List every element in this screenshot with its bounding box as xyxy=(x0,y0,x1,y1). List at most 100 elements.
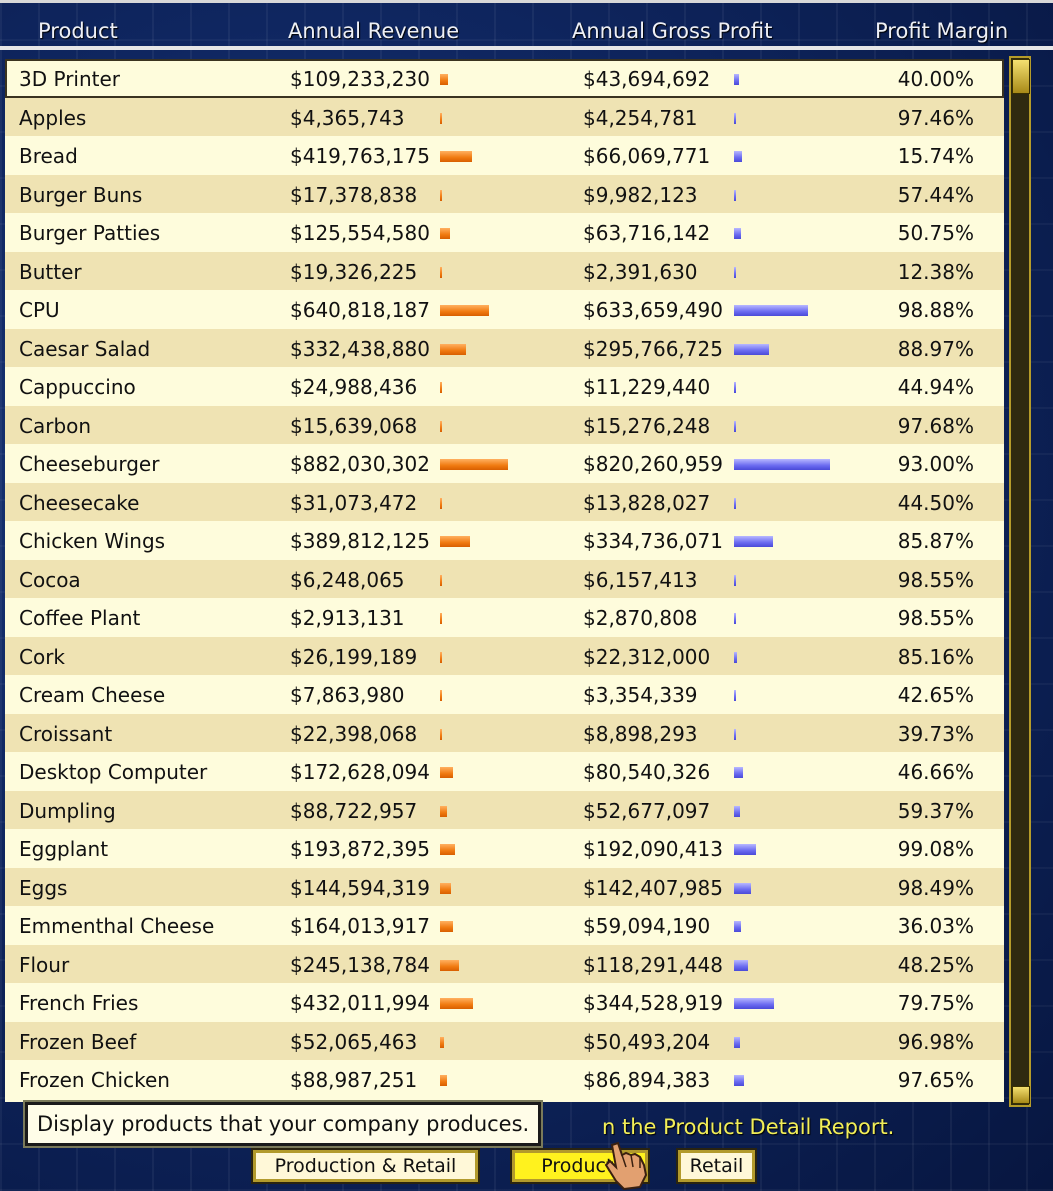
annual-gross-profit: $63,716,142 xyxy=(583,221,711,245)
revenue-bar xyxy=(440,921,453,932)
product-name: Burger Patties xyxy=(19,221,161,245)
gross-profit-bar xyxy=(734,1075,745,1086)
revenue-bar xyxy=(440,728,442,740)
profit-margin: 97.65% xyxy=(897,1068,974,1092)
annual-revenue: $7,863,980 xyxy=(290,683,405,707)
table-row[interactable]: Cappuccino $24,988,436 $11,229,440 44.94% xyxy=(5,367,1004,406)
product-name: Chicken Wings xyxy=(19,529,166,553)
product-name: Apples xyxy=(19,105,87,130)
product-name: Bread xyxy=(19,144,78,168)
annual-revenue: $144,594,319 xyxy=(290,875,430,900)
annual-gross-profit: $2,391,630 xyxy=(583,259,698,284)
table-row[interactable]: Flour $245,138,784 $118,291,448 48.25% xyxy=(5,944,1004,983)
vertical-scrollbar[interactable] xyxy=(1009,56,1031,1107)
revenue-bar xyxy=(440,959,459,971)
tooltip: Display products that your company produ… xyxy=(22,1100,544,1148)
gross-profit-bar xyxy=(734,459,830,470)
header-annual-gross-profit[interactable]: Annual Gross Profit xyxy=(572,19,773,43)
annual-revenue: $109,233,230 xyxy=(290,67,430,91)
annual-revenue: $193,872,395 xyxy=(290,837,430,861)
revenue-bar xyxy=(440,343,466,355)
table-row[interactable]: Chicken Wings $389,812,125 $334,736,071 85.… xyxy=(5,521,1004,560)
table-row[interactable]: Bread $419,763,175 $66,069,771 15.74% xyxy=(5,136,1004,175)
profit-margin: 98.88% xyxy=(897,298,974,322)
annual-revenue: $432,011,994 xyxy=(290,991,430,1015)
table-row[interactable]: Burger Patties $125,554,580 $63,716,142 50.… xyxy=(5,213,1004,252)
product-name: Flour xyxy=(19,952,70,977)
product-name: 3D Printer xyxy=(19,67,121,91)
table-row[interactable]: 3D Printer $109,233,230 $43,694,692 40.00% xyxy=(5,59,1004,98)
scroll-thumb[interactable] xyxy=(1012,59,1030,94)
table-row[interactable]: Emmenthal Cheese $164,013,917 $59,094,190 3… xyxy=(5,906,1004,945)
table-row[interactable]: Croissant $22,398,068 $8,898,293 39.73% xyxy=(5,713,1004,752)
revenue-bar xyxy=(440,305,490,316)
profit-margin: 36.03% xyxy=(897,914,974,938)
annual-gross-profit: $11,229,440 xyxy=(583,375,711,399)
header-product[interactable]: Product xyxy=(38,19,118,43)
table-row[interactable]: Dumpling $88,722,957 $52,677,097 59.37% xyxy=(5,790,1004,829)
annual-revenue: $31,073,472 xyxy=(290,490,418,515)
hand-cursor-icon xyxy=(604,1141,648,1191)
profit-margin: 57.44% xyxy=(897,182,974,207)
annual-gross-profit: $192,090,413 xyxy=(583,837,723,861)
annual-revenue: $88,987,251 xyxy=(290,1068,418,1092)
product-name: Carbon xyxy=(19,413,92,438)
annual-gross-profit: $43,694,692 xyxy=(583,67,711,91)
header-profit-margin[interactable]: Profit Margin xyxy=(875,19,1009,43)
header-annual-revenue[interactable]: Annual Revenue xyxy=(288,19,460,43)
table-row[interactable]: Desktop Computer $172,628,094 $80,540,326 4… xyxy=(5,752,1004,791)
gross-profit-bar xyxy=(734,266,736,278)
profit-margin: 59.37% xyxy=(897,798,974,823)
table-row[interactable]: Cork $26,199,189 $22,312,000 85.16% xyxy=(5,636,1004,675)
annual-gross-profit: $344,528,919 xyxy=(583,991,723,1015)
annual-gross-profit: $59,094,190 xyxy=(583,914,711,938)
retail-button[interactable]: Retail xyxy=(676,1148,757,1184)
table-row[interactable]: Cheesecake $31,073,472 $13,828,027 44.50% xyxy=(5,482,1004,521)
gross-profit-bar xyxy=(734,420,736,432)
product-name: Butter xyxy=(19,259,82,284)
annual-gross-profit: $52,677,097 xyxy=(583,798,711,823)
table-row[interactable]: CPU $640,818,187 $633,659,490 98.88% xyxy=(5,290,1004,329)
profit-margin: 98.55% xyxy=(897,567,974,592)
table-row[interactable]: Eggs $144,594,319 $142,407,985 98.49% xyxy=(5,867,1004,906)
gross-profit-bar xyxy=(734,189,736,201)
annual-revenue: $125,554,580 xyxy=(290,221,430,245)
annual-gross-profit: $9,982,123 xyxy=(583,182,698,207)
annual-gross-profit: $295,766,725 xyxy=(583,336,723,361)
table-row[interactable]: Burger Buns $17,378,838 $9,982,123 57.44% xyxy=(5,174,1004,213)
table-row[interactable]: Carbon $15,639,068 $15,276,248 97.68% xyxy=(5,405,1004,444)
profit-margin: 39.73% xyxy=(897,721,974,746)
table-row[interactable]: Caesar Salad $332,438,880 $295,766,725 88.9… xyxy=(5,328,1004,367)
table-row[interactable]: Apples $4,365,743 $4,254,781 97.46% xyxy=(5,97,1004,136)
table-row[interactable]: Frozen Chicken $88,987,251 $86,894,383 97.6… xyxy=(5,1060,1004,1099)
annual-gross-profit: $3,354,339 xyxy=(583,683,698,707)
gross-profit-bar xyxy=(734,74,740,85)
annual-revenue: $88,722,957 xyxy=(290,798,418,823)
annual-revenue: $640,818,187 xyxy=(290,298,430,322)
gross-profit-bar xyxy=(734,536,774,547)
profit-margin: 42.65% xyxy=(897,683,974,707)
annual-revenue: $19,326,225 xyxy=(290,259,418,284)
production-retail-button[interactable]: Production & Retail xyxy=(251,1148,480,1184)
gross-profit-bar xyxy=(734,882,751,894)
table-row[interactable]: Eggplant $193,872,395 $192,090,413 99.08% xyxy=(5,829,1004,868)
table-row[interactable]: Cheeseburger $882,030,302 $820,260,959 93.0… xyxy=(5,444,1004,483)
table-row[interactable]: Coffee Plant $2,913,131 $2,870,808 98.55% xyxy=(5,598,1004,637)
profit-margin: 12.38% xyxy=(897,259,974,284)
product-name: Cheeseburger xyxy=(19,452,160,476)
revenue-bar xyxy=(440,651,443,663)
annual-revenue: $882,030,302 xyxy=(290,452,430,476)
product-name: Cream Cheese xyxy=(19,683,166,707)
annual-gross-profit: $334,736,071 xyxy=(583,529,723,553)
scroll-down-button[interactable] xyxy=(1012,1086,1030,1104)
product-table: 3D Printer $109,233,230 $43,694,692 40.00% A… xyxy=(5,59,1004,1102)
revenue-bar xyxy=(440,613,442,624)
table-row[interactable]: Cocoa $6,248,065 $6,157,413 98.55% xyxy=(5,559,1004,598)
revenue-bar xyxy=(440,690,442,701)
table-row[interactable]: Cream Cheese $7,863,980 $3,354,339 42.65% xyxy=(5,675,1004,714)
table-row[interactable]: Frozen Beef $52,065,463 $50,493,204 96.98% xyxy=(5,1021,1004,1060)
table-row[interactable]: French Fries $432,011,994 $344,528,919 79.7… xyxy=(5,983,1004,1022)
gross-profit-bar xyxy=(734,228,742,239)
table-row[interactable]: Butter $19,326,225 $2,391,630 12.38% xyxy=(5,251,1004,290)
product-name: Caesar Salad xyxy=(19,336,151,361)
